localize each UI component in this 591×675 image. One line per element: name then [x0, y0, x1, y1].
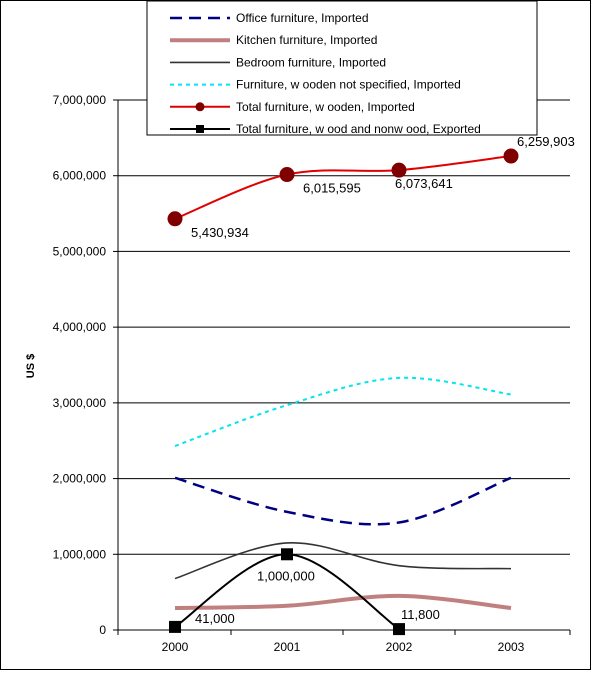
legend-marker [196, 125, 204, 133]
y-axis-label: US $ [25, 354, 37, 378]
x-tick-label: 2000 [162, 640, 189, 654]
legend-label: Bedroom furniture, Imported [236, 55, 386, 69]
series-line [174, 542, 512, 580]
y-tick-labels: 0 1,000,000 2,000,000 3,000,000 4,000,000 5,0… [53, 93, 107, 637]
legend-label: Furniture, w ooden not specified, Import… [236, 78, 461, 92]
data-point [279, 167, 295, 183]
y-tick-label: 6,000,000 [53, 169, 107, 183]
series-line [174, 476, 512, 526]
data-point [391, 162, 407, 178]
data-label: 1,000,000 [257, 568, 315, 583]
y-tick-label: 1,000,000 [53, 547, 107, 561]
legend-box [146, 0, 538, 136]
axes [113, 99, 571, 635]
data-label: 6,259,903 [517, 134, 575, 149]
legend-label: Office furniture, Imported [236, 11, 369, 25]
data-point [169, 620, 181, 633]
data-label: 6,073,641 [395, 176, 453, 191]
x-tick-label: 2001 [274, 640, 301, 654]
legend: Office furniture, Imported Kitchen furnit… [146, 0, 538, 136]
legend-label: Total furniture, w ood and nonw ood, Exp… [236, 122, 481, 136]
series-line [174, 593, 512, 611]
legend-label: Kitchen furniture, Imported [236, 33, 377, 47]
x-tick-label: 2003 [498, 640, 525, 654]
data-point [167, 211, 183, 227]
series-line [174, 155, 512, 220]
series-line [174, 376, 512, 447]
legend-label: Total furniture, w ooden, Imported [236, 100, 415, 114]
data-point [281, 548, 293, 561]
data-label: 11,800 [401, 607, 440, 622]
data-point [393, 623, 405, 636]
y-tick-label: 2,000,000 [53, 472, 107, 486]
y-tick-label: 3,000,000 [53, 396, 107, 410]
x-tick-labels: 2000 2001 2002 2003 [162, 640, 525, 654]
data-label: 6,015,595 [303, 181, 361, 196]
data-point [503, 148, 519, 164]
data-label: 41,000 [195, 611, 235, 626]
y-tick-label: 5,000,000 [53, 244, 107, 258]
x-tick-label: 2002 [386, 640, 413, 654]
legend-marker [195, 102, 205, 112]
y-tick-label: 0 [99, 623, 106, 637]
series-markers [167, 148, 519, 636]
y-tick-label: 7,000,000 [53, 93, 107, 107]
data-labels: 5,430,934 6,015,595 6,073,641 6,259,903 41,0… [191, 134, 575, 626]
data-label: 5,430,934 [191, 225, 249, 240]
y-tick-label: 4,000,000 [53, 320, 107, 334]
